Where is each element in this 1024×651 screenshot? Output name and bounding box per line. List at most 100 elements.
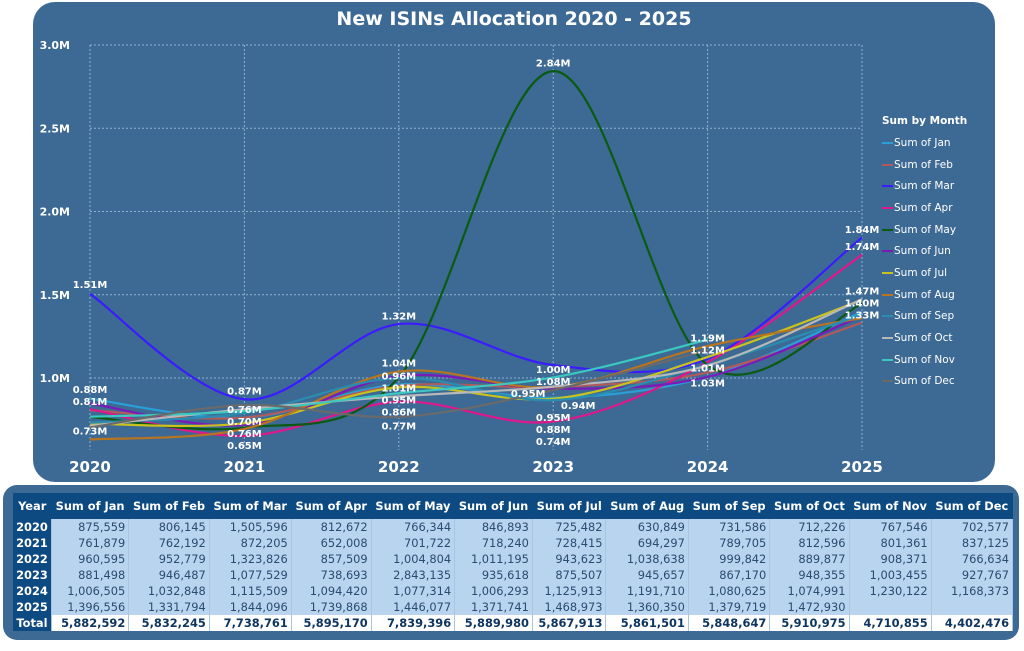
table-cell: 1,446,077: [371, 599, 456, 615]
column-header[interactable]: Sum of May: [371, 493, 455, 519]
table-cell: 5,889,980: [454, 615, 533, 631]
table-cell: 867,170: [688, 567, 771, 583]
series-line-sum-of-apr[interactable]: [89, 253, 863, 438]
legend-item[interactable]: Sum of Oct: [882, 327, 967, 349]
table-cell: 1,077,314: [371, 583, 456, 599]
table-cell: 960,595: [51, 551, 130, 567]
data-label: 0.95M: [511, 389, 546, 400]
y-tick-label: 1.5M: [40, 289, 70, 302]
table-cell: 875,559: [51, 519, 130, 535]
column-header[interactable]: Sum of Jul: [532, 493, 606, 519]
series-line-sum-of-mar[interactable]: [89, 236, 863, 401]
data-label: 0.76M: [227, 405, 262, 416]
column-header[interactable]: Sum of Sep: [688, 493, 770, 519]
legend-swatch: [882, 185, 893, 188]
series-line-sum-of-dec[interactable]: [89, 348, 708, 429]
x-tick-label: 2024: [687, 458, 729, 476]
data-label: 1.04M: [381, 358, 416, 369]
series-line-sum-of-oct[interactable]: [89, 298, 863, 428]
column-header[interactable]: Sum of Aug: [605, 493, 689, 519]
series-line-sum-of-may[interactable]: [89, 70, 863, 431]
table-row: 2023 881,498 946,487 1,077,529 738,693 2,843,…: [13, 567, 1014, 583]
table-cell: 946,487: [128, 567, 210, 583]
chart-title: New ISINs Allocation 2020 - 2025: [336, 8, 692, 30]
legend-item[interactable]: Sum of Jan: [882, 132, 967, 154]
series-line-sum-of-aug[interactable]: [89, 316, 863, 441]
table-cell: 761,879: [51, 535, 130, 551]
data-label: 1.01M: [690, 363, 725, 374]
table-cell: 1,323,826: [209, 551, 292, 567]
column-header[interactable]: Sum of Nov: [849, 493, 932, 519]
table-cell: 1,396,556: [51, 599, 130, 615]
legend-swatch: [882, 380, 893, 383]
table-cell: 1,468,973: [532, 599, 607, 615]
table-cell: 1,003,455: [849, 567, 932, 583]
legend-item[interactable]: Sum of Sep: [882, 306, 967, 328]
table-cell: 1,080,625: [688, 583, 771, 599]
table-cell: 1,032,848: [128, 583, 210, 599]
total-row: Total 5,882,592 5,832,245 7,738,761 5,895,17…: [13, 615, 1014, 631]
table-cell: 857,509: [291, 551, 372, 567]
table-cell: 766,634: [931, 551, 1014, 567]
legend-item[interactable]: Sum of Jun: [882, 240, 967, 262]
y-tick-label: 2.5M: [40, 122, 70, 135]
table-cell: 1,115,509: [209, 583, 292, 599]
table-cell: 1,168,373: [931, 583, 1014, 599]
legend-label: Sum of Nov: [894, 353, 955, 366]
table-cell: 694,297: [605, 535, 689, 551]
legend-swatch: [882, 337, 893, 340]
data-label: 1.33M: [845, 311, 880, 322]
table-cell: 712,226: [769, 519, 850, 535]
table-cell: 1,331,794: [128, 599, 210, 615]
column-header[interactable]: Sum of Jan: [51, 493, 129, 519]
table-cell: 927,767: [931, 567, 1014, 583]
table-cell: 881,498: [51, 567, 130, 583]
column-header[interactable]: Sum of Apr: [291, 493, 372, 519]
table-cell: 945,657: [605, 567, 689, 583]
row-header: 2023: [13, 567, 52, 583]
series-line-sum-of-nov[interactable]: [89, 338, 708, 418]
legend-item[interactable]: Sum of Feb: [882, 154, 967, 176]
table-cell: 1,074,991: [769, 583, 850, 599]
y-tick-label: 3.0M: [40, 39, 70, 52]
column-header[interactable]: Sum of Dec: [931, 493, 1013, 519]
series-line-sum-of-jul[interactable]: [89, 298, 863, 428]
legend-label: Sum of Feb: [894, 158, 953, 171]
data-label: 1.08M: [536, 377, 571, 388]
data-label: 2.84M: [536, 59, 571, 70]
table-cell: 952,779: [128, 551, 210, 567]
legend-label: Sum of Mar: [894, 180, 955, 193]
data-label: 1.51M: [73, 280, 108, 291]
column-header[interactable]: Sum of Feb: [128, 493, 210, 519]
data-label: 0.70M: [227, 417, 262, 428]
legend-item[interactable]: Sum of Aug: [882, 284, 967, 306]
data-label: 0.73M: [73, 427, 108, 438]
legend-item[interactable]: Sum of Dec: [882, 371, 967, 393]
legend-swatch: [882, 250, 893, 253]
table-cell: 1,739,868: [291, 599, 372, 615]
column-header[interactable]: Sum of Oct: [769, 493, 850, 519]
table-cell: 872,205: [209, 535, 292, 551]
column-header[interactable]: Year: [13, 493, 52, 519]
legend-item[interactable]: Sum of Nov: [882, 349, 967, 371]
legend-item[interactable]: Sum of Mar: [882, 175, 967, 197]
legend-item[interactable]: Sum of Jul: [882, 262, 967, 284]
table-cell: 789,705: [688, 535, 771, 551]
y-tick-label: 2.0M: [40, 206, 70, 219]
table-cell: 702,577: [931, 519, 1014, 535]
row-header: 2025: [13, 599, 52, 615]
legend-item[interactable]: Sum of Apr: [882, 197, 967, 219]
row-header: 2021: [13, 535, 52, 551]
table-cell: 1,360,350: [605, 599, 689, 615]
legend-swatch: [882, 271, 893, 274]
legend-item[interactable]: Sum of May: [882, 219, 967, 241]
legend-swatch: [882, 315, 893, 318]
row-header: 2024: [13, 583, 52, 599]
series-line-sum-of-feb[interactable]: [89, 321, 863, 420]
table-cell: 7,738,761: [209, 615, 292, 631]
column-header[interactable]: Sum of Mar: [209, 493, 292, 519]
column-header[interactable]: Sum of Jun: [454, 493, 533, 519]
table-cell: 1,077,529: [209, 567, 292, 583]
row-header: Total: [13, 615, 52, 631]
chart-panel: New ISINs Allocation 2020 - 2025: [33, 2, 995, 482]
